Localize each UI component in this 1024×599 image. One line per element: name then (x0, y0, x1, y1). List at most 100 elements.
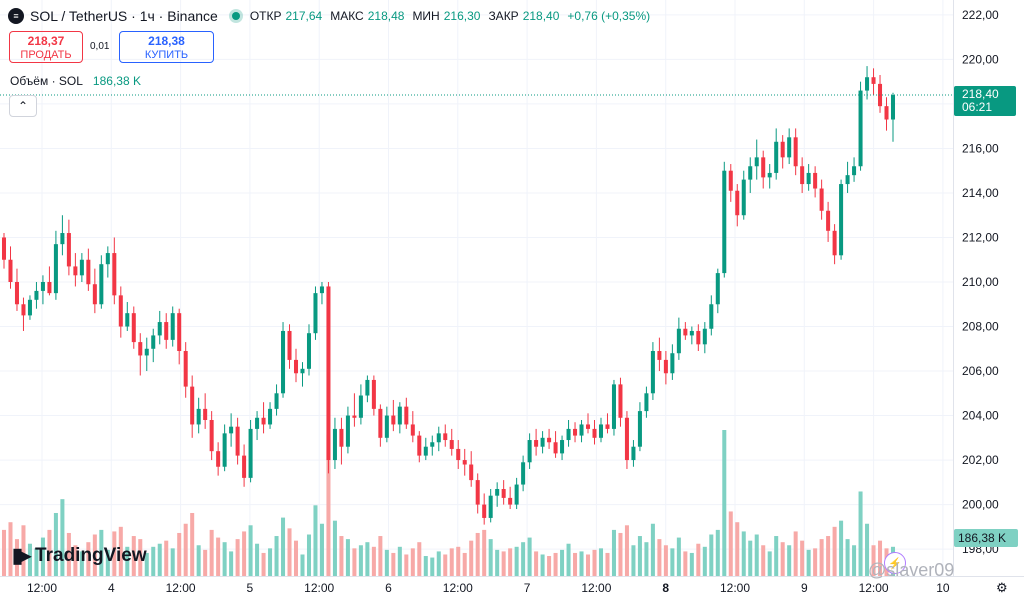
candle-body (313, 293, 318, 334)
price-tick-label: 210,00 (962, 275, 999, 289)
candle-body (741, 179, 746, 216)
candle-body (488, 495, 493, 518)
candle (501, 480, 506, 505)
candle (754, 139, 759, 180)
candle-body (397, 406, 402, 425)
open-label: ОТКР (249, 9, 282, 23)
candle (222, 424, 227, 472)
candle (235, 417, 240, 465)
volume-bar (553, 552, 558, 576)
volume-bar (242, 531, 247, 576)
time-axis[interactable]: 12:00 4 12:00 5 12:00 6 12:00 7 12:00 8 12:00 9 12:0… (0, 576, 1024, 596)
candle (586, 413, 591, 434)
price-tick-label: 222,00 (962, 8, 999, 22)
candle-body (287, 330, 292, 360)
gear-icon[interactable]: ⚙ (996, 580, 1008, 595)
volume-bars (1, 430, 896, 576)
volume-bar (274, 536, 279, 576)
candle (884, 97, 889, 131)
candle-body (190, 386, 195, 425)
candle (696, 324, 701, 351)
volume-bar (560, 549, 565, 576)
candle-body (326, 286, 331, 461)
time-tick-label: 12:00 (720, 581, 750, 595)
sell-button[interactable]: 218,37 ПРОДАТЬ (9, 31, 83, 63)
volume-bar (715, 529, 720, 576)
volume-bar (547, 556, 552, 576)
candle-body (819, 188, 824, 211)
candle (741, 170, 746, 220)
candle (34, 282, 39, 309)
volume-bar (586, 554, 591, 576)
volume-bar (287, 528, 292, 576)
high-label: МАКС (330, 9, 364, 23)
candle-body (53, 244, 58, 294)
volume-bar (858, 491, 863, 576)
candle-body (702, 328, 707, 345)
candle (449, 428, 454, 456)
close-value: 218,40 (522, 9, 560, 23)
candle (780, 135, 785, 169)
candle-body (845, 175, 850, 185)
volume-bar (501, 551, 506, 576)
candle (319, 282, 324, 305)
candle (767, 164, 772, 189)
lightning-icon[interactable]: ⚡ (884, 552, 906, 574)
candle-body (566, 428, 571, 441)
time-tick-label: 4 (108, 581, 115, 595)
candle (676, 317, 681, 360)
candle (293, 348, 299, 383)
candle-body (689, 330, 694, 336)
price-tick-label: 208,00 (962, 320, 999, 334)
volume-bar (40, 537, 45, 576)
candle-body (521, 462, 526, 485)
candle-body (339, 428, 344, 447)
volume-bar (378, 536, 383, 576)
candle (378, 404, 383, 447)
candle-body (728, 170, 733, 191)
candle-body (281, 330, 286, 394)
market-open-dot-icon (231, 12, 240, 20)
volume-bar (170, 548, 175, 576)
volume-bar (144, 552, 149, 576)
volume-bar (112, 531, 117, 576)
symbol-title[interactable]: SOL / TetherUS · 1ч · Binance (30, 8, 218, 24)
candle (540, 431, 545, 454)
close-label: ЗАКР (488, 9, 519, 23)
tradingview-logo[interactable]: ▮▸ TradingView (12, 543, 147, 568)
price-axis[interactable]: 222,00220,00218,00216,00214,00212,00210,… (953, 0, 1019, 576)
candle-body (761, 157, 766, 178)
volume-bar (306, 534, 311, 576)
candle (670, 344, 675, 380)
volume-value: 186,38 K (92, 74, 141, 88)
volume-bar (436, 551, 441, 576)
candle (689, 326, 694, 345)
chevron-up-icon[interactable]: ⌃ (9, 95, 37, 117)
volume-bar (624, 525, 629, 576)
candle-body (92, 284, 97, 305)
time-tick-label: 12:00 (304, 581, 334, 595)
candle-body (203, 408, 208, 420)
high-value: 218,48 (367, 9, 405, 23)
volume-bar (806, 549, 811, 576)
candle (196, 397, 201, 434)
candle (579, 420, 584, 443)
volume-bar (761, 545, 766, 576)
volume-bar (689, 552, 694, 576)
volume-bar (410, 548, 415, 576)
buy-button[interactable]: 218,38 КУПИТЬ (119, 31, 214, 63)
candle-body (774, 141, 779, 173)
candle (858, 81, 863, 171)
candle-body (14, 282, 19, 305)
volume-bar (767, 551, 772, 576)
time-tick-label: 6 (385, 581, 392, 595)
volume-bar (482, 529, 487, 576)
candle (274, 384, 279, 416)
volume-bar (430, 557, 435, 576)
volume-bar (839, 520, 844, 576)
candle-body (462, 460, 467, 465)
volume-bar (735, 522, 740, 576)
time-tick-label: 10 (936, 581, 950, 595)
candle (105, 246, 110, 278)
